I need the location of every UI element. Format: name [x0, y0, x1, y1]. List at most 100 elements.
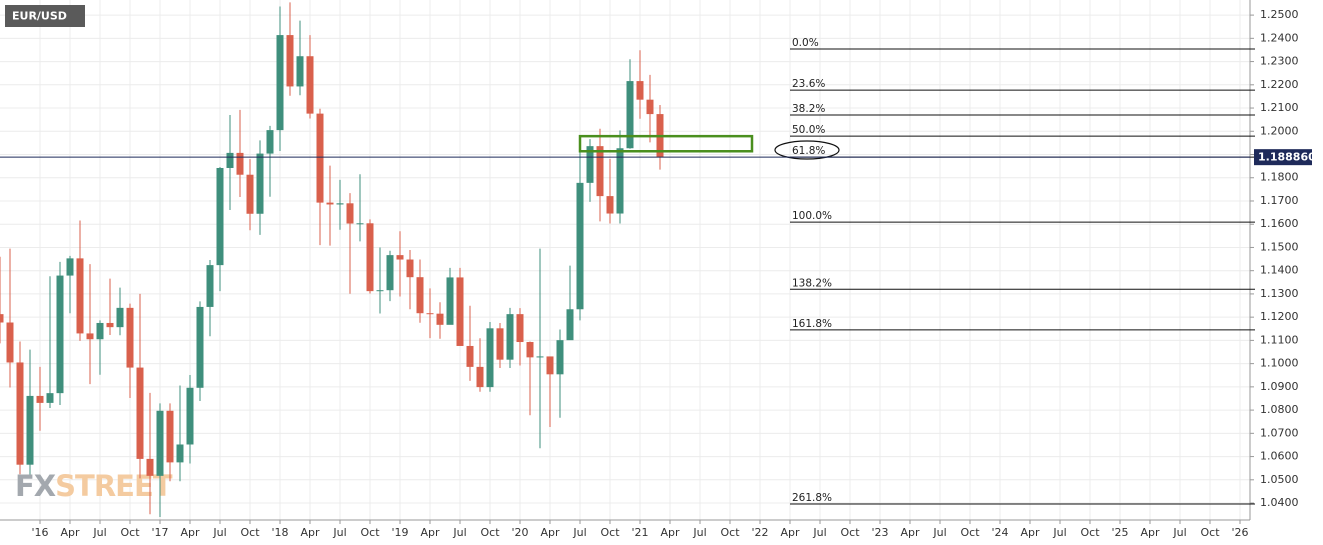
y-tick-label: 1.2500 [1260, 8, 1299, 21]
candle-body [226, 152, 234, 168]
candle-body [296, 56, 304, 87]
fib-label: 61.8% [792, 145, 825, 157]
x-tick-label: Jul [572, 526, 586, 539]
candle-body [176, 444, 184, 463]
candle-body [336, 203, 344, 205]
x-tick-label: Apr [540, 526, 560, 539]
candle-body [436, 313, 444, 325]
candle-body [306, 56, 314, 114]
x-tick-label: '26 [1231, 526, 1248, 539]
y-tick-label: 1.1700 [1260, 194, 1299, 207]
candle-body [636, 81, 644, 100]
x-tick-label: '20 [511, 526, 528, 539]
fib-label: 100.0% [792, 210, 832, 222]
candle-body [216, 167, 224, 266]
y-tick-label: 1.0700 [1260, 426, 1299, 439]
candle-body [586, 146, 594, 183]
candle-body [76, 258, 84, 334]
candle-body [346, 203, 354, 224]
last-price-label: 1.188860 [1258, 151, 1316, 164]
candle-body [246, 174, 254, 214]
x-tick-label: Apr [660, 526, 680, 539]
x-tick-label: Apr [300, 526, 320, 539]
candle-body [146, 458, 154, 476]
y-tick-label: 1.1400 [1260, 264, 1299, 277]
candle-body [616, 148, 624, 214]
y-tick-label: 1.1300 [1260, 287, 1299, 300]
x-tick-label: Oct [360, 526, 380, 539]
candle-body [186, 387, 194, 445]
y-tick-label: 1.1000 [1260, 357, 1299, 370]
candle-body [96, 322, 104, 340]
x-tick-label: '21 [631, 526, 648, 539]
x-tick-label: Oct [840, 526, 860, 539]
candle-body [166, 410, 174, 463]
x-tick-label: Apr [780, 526, 800, 539]
candle-body [316, 113, 324, 203]
x-tick-label: Jul [212, 526, 226, 539]
last-price-tag [1254, 149, 1312, 166]
x-tick-label: Apr [60, 526, 80, 539]
candle-body [106, 322, 114, 328]
candle-body [526, 342, 534, 358]
x-tick-label: Apr [420, 526, 440, 539]
x-tick-label: Jul [332, 526, 346, 539]
candle-body [196, 306, 204, 388]
fib-label: 50.0% [792, 124, 825, 136]
x-tick-label: Apr [900, 526, 920, 539]
x-tick-label: Oct [240, 526, 260, 539]
candle-body [136, 367, 144, 459]
fib-label: 138.2% [792, 277, 832, 289]
watermark-street: STREET [55, 469, 173, 503]
fib-label: 161.8% [792, 318, 832, 330]
candle-body [486, 328, 494, 388]
candle-body [496, 328, 504, 360]
y-tick-label: 1.0600 [1260, 450, 1299, 463]
y-tick-label: 1.2300 [1260, 55, 1299, 68]
x-tick-label: Jul [812, 526, 826, 539]
candle-body [286, 35, 294, 87]
y-tick-label: 1.2100 [1260, 101, 1299, 114]
x-tick-label: Oct [960, 526, 980, 539]
x-tick-label: Oct [480, 526, 500, 539]
candle-body [576, 182, 584, 310]
candle-body [626, 81, 634, 149]
x-tick-label: '23 [871, 526, 888, 539]
candle-body [476, 366, 484, 388]
candle-body [36, 395, 44, 403]
candle-body [56, 275, 64, 394]
fib-label: 261.8% [792, 492, 832, 504]
x-tick-label: '19 [391, 526, 408, 539]
candle-body [546, 356, 554, 375]
candle-body [86, 333, 94, 340]
candle-body [606, 196, 614, 214]
candle-body [396, 255, 404, 260]
chart-title: EUR/USD [12, 10, 67, 23]
fib-label: 0.0% [792, 37, 819, 49]
x-tick-label: '16 [31, 526, 48, 539]
candle-body [646, 99, 654, 115]
x-tick-label: '22 [751, 526, 768, 539]
x-tick-label: '17 [151, 526, 168, 539]
candle-body [516, 314, 524, 343]
candle-body [406, 259, 414, 278]
candle-body [266, 130, 274, 154]
watermark-fx: FX [15, 469, 56, 503]
candle-body [536, 356, 544, 358]
x-tick-label: Oct [720, 526, 740, 539]
candle-body [26, 395, 34, 465]
x-tick-label: '25 [1111, 526, 1128, 539]
y-tick-label: 1.0900 [1260, 380, 1299, 393]
watermark: FXSTREET [15, 469, 173, 503]
candle-body [256, 153, 264, 214]
y-tick-label: 1.0400 [1260, 496, 1299, 509]
x-tick-label: Jul [452, 526, 466, 539]
x-tick-label: Apr [180, 526, 200, 539]
y-tick-label: 1.1800 [1260, 171, 1299, 184]
x-tick-label: '18 [271, 526, 288, 539]
symbol-tag [5, 5, 85, 27]
y-tick-label: 1.1600 [1260, 217, 1299, 230]
y-tick-label: 1.0500 [1260, 473, 1299, 486]
x-tick-label: Oct [1080, 526, 1100, 539]
